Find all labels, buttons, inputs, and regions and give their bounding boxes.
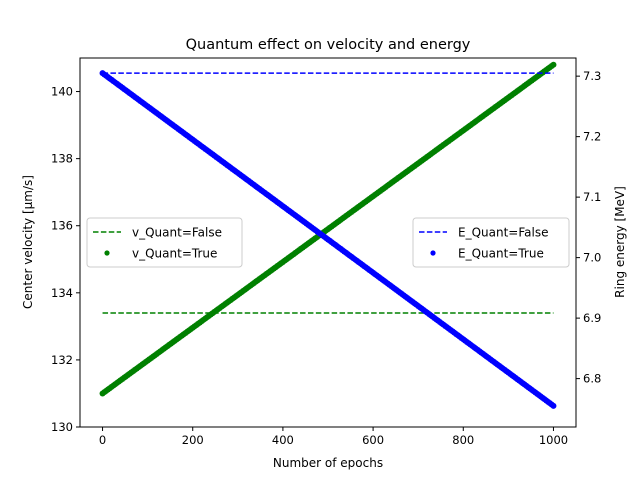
- legend-marker-v-quant-true: [104, 250, 110, 256]
- y-right-tick-label: 6.8: [583, 372, 601, 386]
- y-left-tick-label: 130: [51, 420, 73, 434]
- legends: v_Quant=Falsev_Quant=TrueE_Quant=FalseE_…: [86, 217, 570, 268]
- y-right-tick-label: 7.3: [583, 69, 601, 83]
- legend-box: [412, 217, 570, 268]
- y-left-tick-label: 138: [51, 152, 73, 166]
- y-left-tick-label: 140: [51, 85, 73, 99]
- y-axis-right-label: Ring energy [MeV]: [613, 186, 627, 298]
- legend-label-e-quant-false: E_Quant=False: [458, 226, 548, 240]
- legend-label-v-quant-false: v_Quant=False: [132, 226, 222, 240]
- y-right-tick-label: 6.9: [583, 311, 601, 325]
- series-e-quant-true: [99, 70, 557, 409]
- plot-frame: [79, 57, 577, 428]
- y-axis-left-label: Center velocity [μm/s]: [21, 175, 35, 309]
- legend-box: [86, 217, 243, 268]
- y-axis-right: 6.8 6.9 7.0 7.1 7.2 7.3: [576, 69, 601, 386]
- y-right-tick-label: 7.2: [583, 130, 601, 144]
- data-point: [550, 402, 557, 409]
- y-left-tick-label: 136: [51, 219, 73, 233]
- series-v-quant-true: [99, 61, 557, 397]
- legend-label-e-quant-true: E_Quant=True: [458, 247, 544, 261]
- x-tick-label: 200: [182, 433, 204, 447]
- plot-marks: [99, 61, 557, 409]
- y-left-tick-label: 132: [51, 353, 73, 367]
- legend-center-left: v_Quant=False v_Quant=True: [86, 217, 243, 268]
- y-right-tick-label: 7.0: [583, 251, 601, 265]
- y-right-tick-label: 7.1: [583, 190, 601, 204]
- chart-title: Quantum effect on velocity and energy: [186, 37, 471, 53]
- legend-label-v-quant-true: v_Quant=True: [132, 247, 217, 261]
- data-point: [550, 61, 557, 68]
- y-axis-left: 130 132 134 136 138 140: [51, 85, 80, 434]
- y-left-tick-label: 134: [51, 286, 73, 300]
- x-tick-label: 1000: [539, 433, 568, 447]
- x-axis-label: Number of epochs: [273, 456, 383, 470]
- x-tick-label: 800: [452, 433, 474, 447]
- legend-marker-e-quant-true: [430, 250, 436, 256]
- x-tick-label: 0: [99, 433, 106, 447]
- legend-center-right: E_Quant=False E_Quant=True: [412, 217, 570, 268]
- x-tick-label: 600: [362, 433, 384, 447]
- x-tick-label: 400: [272, 433, 294, 447]
- x-axis: 0 200 400 600 800 1000: [99, 427, 568, 447]
